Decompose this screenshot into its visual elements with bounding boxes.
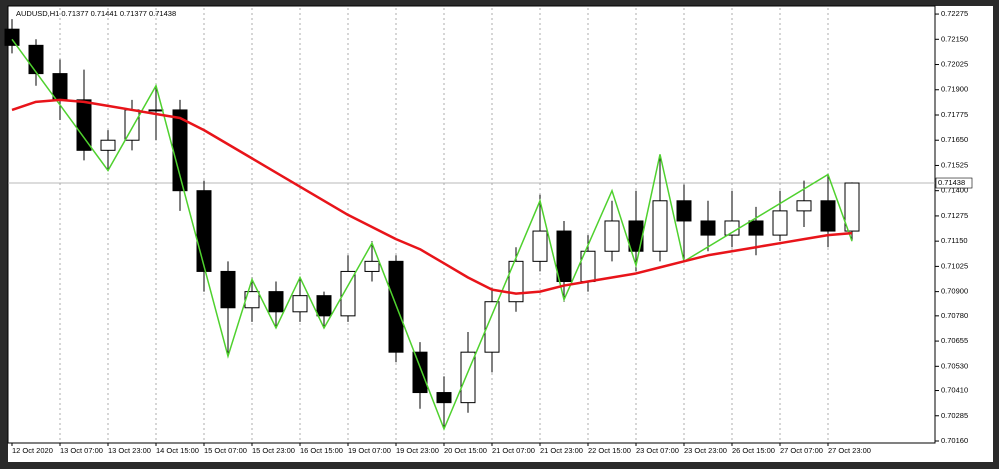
- y-tick-label: 0.71900: [941, 85, 968, 94]
- y-tick-label: 0.70410: [941, 386, 968, 395]
- candle-body: [652, 200, 668, 252]
- x-tick-label: 12 Oct 2020: [12, 446, 53, 455]
- candle-body: [220, 270, 236, 309]
- y-tick-label: 0.71150: [941, 236, 968, 245]
- y-tick-label: 0.71400: [941, 186, 968, 195]
- candle-body: [292, 295, 308, 313]
- candle-body: [748, 220, 764, 236]
- candle-body: [436, 392, 452, 404]
- candle-body: [508, 260, 524, 303]
- y-tick-label: 0.71525: [941, 160, 968, 169]
- x-tick-label: 23 Oct 07:00: [636, 446, 679, 455]
- candle-body: [52, 73, 68, 101]
- x-tick-label: 20 Oct 15:00: [444, 446, 487, 455]
- moving-average-line: [11, 98, 853, 295]
- candle-body: [100, 139, 116, 151]
- candle-body: [532, 230, 548, 262]
- zigzag-line: [11, 38, 853, 431]
- x-tick-label: 27 Oct 23:00: [828, 446, 871, 455]
- candle-body: [148, 109, 164, 112]
- current-price-label: 0.71438: [938, 178, 965, 187]
- x-tick-label: 13 Oct 23:00: [108, 446, 151, 455]
- candle-body: [268, 291, 284, 313]
- candle-body: [628, 220, 644, 252]
- x-tick-label: 27 Oct 07:00: [780, 446, 823, 455]
- y-tick-label: 0.70285: [941, 411, 968, 420]
- y-tick-label: 0.71025: [941, 261, 968, 270]
- y-tick-label: 0.71650: [941, 135, 968, 144]
- y-tick-label: 0.72275: [941, 9, 968, 18]
- y-tick-label: 0.70780: [941, 311, 968, 320]
- candle-body: [76, 99, 92, 151]
- plot-border: [7, 5, 936, 444]
- candle-body: [340, 270, 356, 317]
- candle-body: [844, 182, 860, 232]
- x-tick-label: 23 Oct 23:00: [684, 446, 727, 455]
- candle-body: [412, 351, 428, 394]
- y-tick-label: 0.70160: [941, 436, 968, 445]
- x-tick-label: 19 Oct 07:00: [348, 446, 391, 455]
- x-tick-label: 22 Oct 15:00: [588, 446, 631, 455]
- y-tick-label: 0.70530: [941, 361, 968, 370]
- x-tick-label: 14 Oct 15:00: [156, 446, 199, 455]
- y-tick-label: 0.71775: [941, 110, 968, 119]
- candle-body: [556, 230, 572, 283]
- x-tick-label: 26 Oct 15:00: [732, 446, 775, 455]
- candle-body: [772, 210, 788, 236]
- x-tick-label: 15 Oct 23:00: [252, 446, 295, 455]
- candle-body: [484, 301, 500, 353]
- y-tick-label: 0.70655: [941, 336, 968, 345]
- candle-body: [604, 220, 620, 252]
- candle-body: [700, 220, 716, 236]
- x-tick-label: 19 Oct 23:00: [396, 446, 439, 455]
- x-tick-label: 15 Oct 07:00: [204, 446, 247, 455]
- x-tick-label: 21 Oct 23:00: [540, 446, 583, 455]
- x-tick-label: 13 Oct 07:00: [60, 446, 103, 455]
- candle-body: [316, 295, 332, 317]
- candle-body: [28, 44, 44, 75]
- candle-body: [4, 28, 20, 46]
- y-tick-label: 0.72025: [941, 60, 968, 69]
- candle-body: [196, 190, 212, 272]
- x-tick-label: 16 Oct 15:00: [300, 446, 343, 455]
- symbol-header: AUDUSD,H1 0.71377 0.71441 0.71377 0.7143…: [16, 9, 176, 18]
- current-price-box: [935, 177, 973, 189]
- candle-body: [676, 200, 692, 222]
- y-tick-label: 0.70900: [941, 287, 968, 296]
- candle-body: [364, 260, 380, 272]
- x-tick-label: 21 Oct 07:00: [492, 446, 535, 455]
- y-tick-label: 0.71275: [941, 211, 968, 220]
- y-tick-label: 0.72150: [941, 34, 968, 43]
- candle-body: [796, 200, 812, 212]
- candle-body: [820, 200, 836, 232]
